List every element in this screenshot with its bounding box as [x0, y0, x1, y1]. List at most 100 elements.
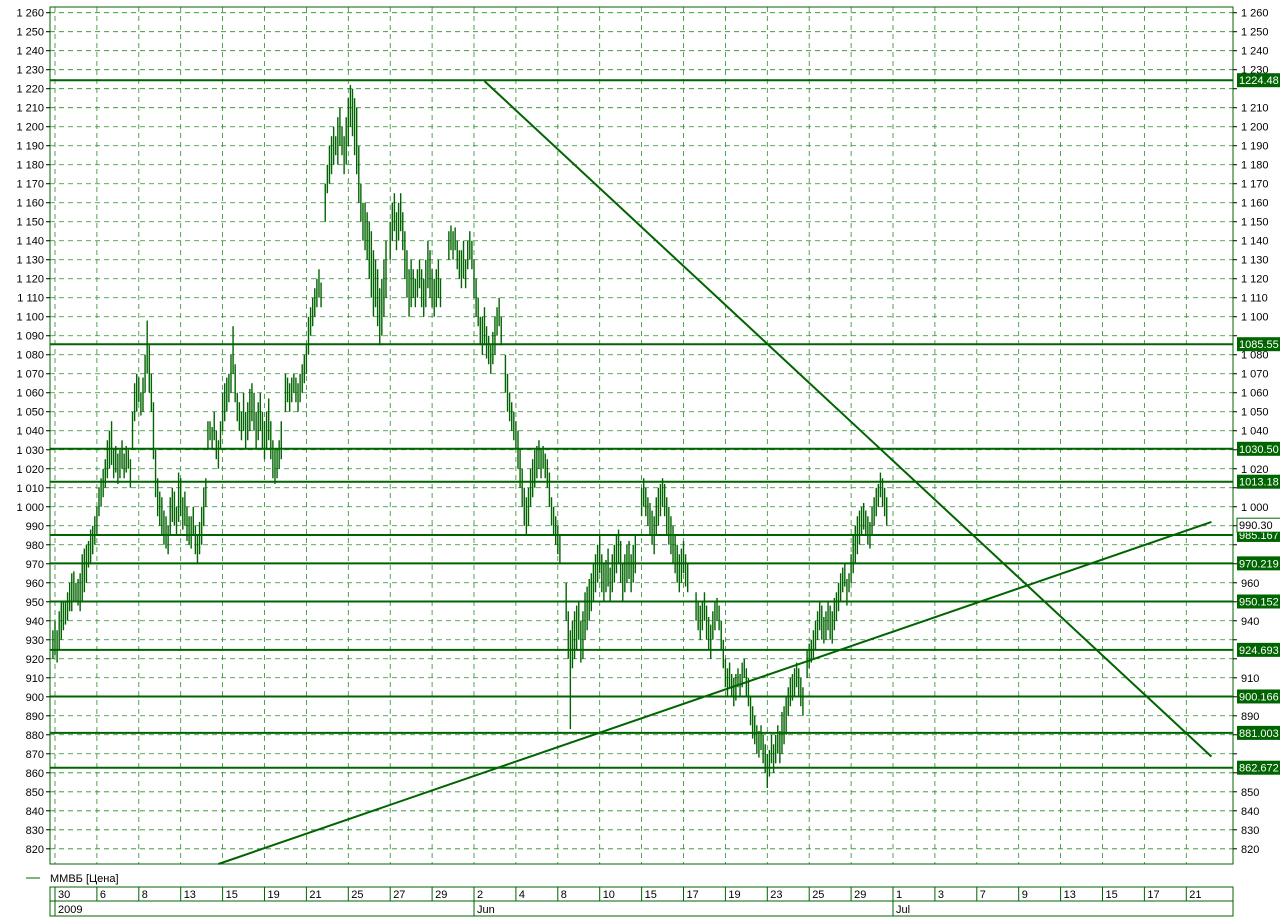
- day-label: 15: [645, 889, 657, 901]
- horizontal-levels: [50, 79, 1233, 769]
- right-tick-label: 1 070: [1241, 369, 1269, 381]
- left-tick-label: 890: [26, 711, 44, 723]
- right-tick-label: 1 170: [1241, 179, 1269, 191]
- day-label: 25: [351, 889, 363, 901]
- day-label: 3: [938, 889, 944, 901]
- day-label: 13: [184, 889, 196, 901]
- right-tick-label: 1 110: [1241, 293, 1268, 305]
- level-label-bg: [1237, 441, 1280, 456]
- level-label-bg: [1237, 337, 1280, 352]
- right-tick-label: 1 000: [1241, 502, 1269, 514]
- chart-frame: [49, 6, 1234, 865]
- day-label: 21: [309, 889, 321, 901]
- left-tick-label: 1 230: [16, 65, 44, 77]
- right-tick-label: 1 160: [1241, 198, 1269, 210]
- day-label: 15: [226, 889, 238, 901]
- right-tick-label: 960: [1241, 578, 1259, 590]
- left-tick-label: 1 220: [16, 84, 44, 96]
- month-strip: [49, 900, 1234, 917]
- left-tick-label: 1 090: [16, 331, 44, 343]
- level-label: 924.693: [1239, 645, 1279, 657]
- day-label: 27: [393, 889, 405, 901]
- left-tick-label: 1 000: [16, 502, 44, 514]
- right-tick-label: 1 240: [1241, 46, 1269, 58]
- rising-trendline: [218, 521, 1212, 865]
- level-label: 1030.50: [1239, 444, 1279, 456]
- left-tick-label: 1 170: [16, 179, 44, 191]
- right-tick-label: 1 190: [1241, 141, 1269, 153]
- right-tick-label: 1 080: [1241, 350, 1269, 362]
- level-label: 950.152: [1239, 596, 1279, 608]
- level-label: 1224.48: [1239, 75, 1279, 87]
- current-price-label: 990.30: [1239, 520, 1273, 532]
- left-tick-label: 1 030: [16, 445, 44, 457]
- day-label: 19: [268, 889, 280, 901]
- right-tick-label: 830: [1241, 825, 1259, 837]
- left-tick-label: 1 050: [16, 407, 44, 419]
- left-tick-label: 990: [26, 521, 44, 533]
- left-tick-label: 830: [26, 825, 44, 837]
- right-tick-label: 1 210: [1241, 103, 1269, 115]
- level-label-bg: [1237, 594, 1280, 609]
- left-tick-label: 1 080: [16, 350, 44, 362]
- left-tick-label: 1 100: [16, 312, 44, 324]
- plot-border: [49, 6, 1234, 865]
- left-tick-label: 910: [26, 673, 44, 685]
- right-tick-label: 1 020: [1241, 464, 1269, 476]
- day-label: 6: [100, 889, 106, 901]
- left-tick-label: 1 010: [16, 483, 44, 495]
- right-tick-label: 820: [1241, 844, 1259, 856]
- falling-trendline: [483, 80, 1213, 758]
- level-label: 985.167: [1239, 530, 1279, 542]
- right-tick-label: 1 260: [1241, 8, 1269, 20]
- left-tick-label: 1 130: [16, 255, 44, 267]
- price-bars: [52, 84, 888, 788]
- left-tick-label: 1 250: [16, 27, 44, 39]
- left-tick-label: 840: [26, 806, 44, 818]
- legend: ММВБ [Цена]: [26, 873, 119, 885]
- left-tick-label: 1 110: [17, 293, 44, 305]
- level-label: 881.003: [1239, 728, 1279, 740]
- right-tick-label: 1 100: [1241, 312, 1269, 324]
- right-tick-label: 940: [1241, 616, 1259, 628]
- day-label: 10: [603, 889, 615, 901]
- left-tick-label: 860: [26, 768, 44, 780]
- right-tick-label: 1 040: [1241, 426, 1269, 438]
- left-tick-label: 1 060: [16, 388, 44, 400]
- day-label: 4: [519, 889, 525, 901]
- left-tick-label: 1 160: [16, 198, 44, 210]
- trendlines: [218, 80, 1213, 865]
- left-tick-label: 980: [26, 540, 44, 552]
- left-y-axis: 820 830 840 850 860 870 880 890 900 910 920 930 940 9…: [16, 8, 50, 856]
- left-tick-label: 1 040: [16, 426, 44, 438]
- left-tick-label: 960: [26, 578, 44, 590]
- level-label: 1013.18: [1239, 477, 1279, 489]
- level-label-bg: [1237, 73, 1280, 88]
- day-label: 29: [854, 889, 866, 901]
- current-price-bg: [1236, 517, 1280, 533]
- day-label: 29: [435, 889, 447, 901]
- day-label: 19: [728, 889, 740, 901]
- right-tick-label: 1 120: [1241, 274, 1269, 286]
- left-tick-label: 1 020: [16, 464, 44, 476]
- left-tick-label: 930: [26, 635, 44, 647]
- day-label: 9: [1022, 889, 1028, 901]
- right-tick-label: 910: [1241, 673, 1259, 685]
- day-label: 13: [1064, 889, 1076, 901]
- month-label: Jul: [896, 904, 910, 916]
- level-labels: 1224.48 1085.55 1030.50 1013.18 985.167 970.2…: [1236, 73, 1280, 775]
- left-tick-label: 1 200: [16, 122, 44, 134]
- left-tick-label: 1 150: [16, 217, 44, 229]
- left-tick-label: 1 260: [16, 8, 44, 20]
- left-tick-label: 1 240: [16, 46, 44, 58]
- right-tick-label: 1 140: [1241, 236, 1269, 248]
- day-label: 30: [58, 889, 70, 901]
- left-tick-label: 870: [26, 749, 44, 761]
- left-tick-label: 950: [26, 597, 44, 609]
- x-axis: 30 6 8 13 15 19 21 25 27 29 2 4 8 10 15 17 19 23 25 29 1 3 7 9 1…: [49, 886, 1234, 917]
- day-label: 17: [687, 889, 699, 901]
- right-tick-label: 1 150: [1241, 217, 1269, 229]
- legend-label: ММВБ [Цена]: [50, 873, 119, 885]
- day-label: 17: [1147, 889, 1159, 901]
